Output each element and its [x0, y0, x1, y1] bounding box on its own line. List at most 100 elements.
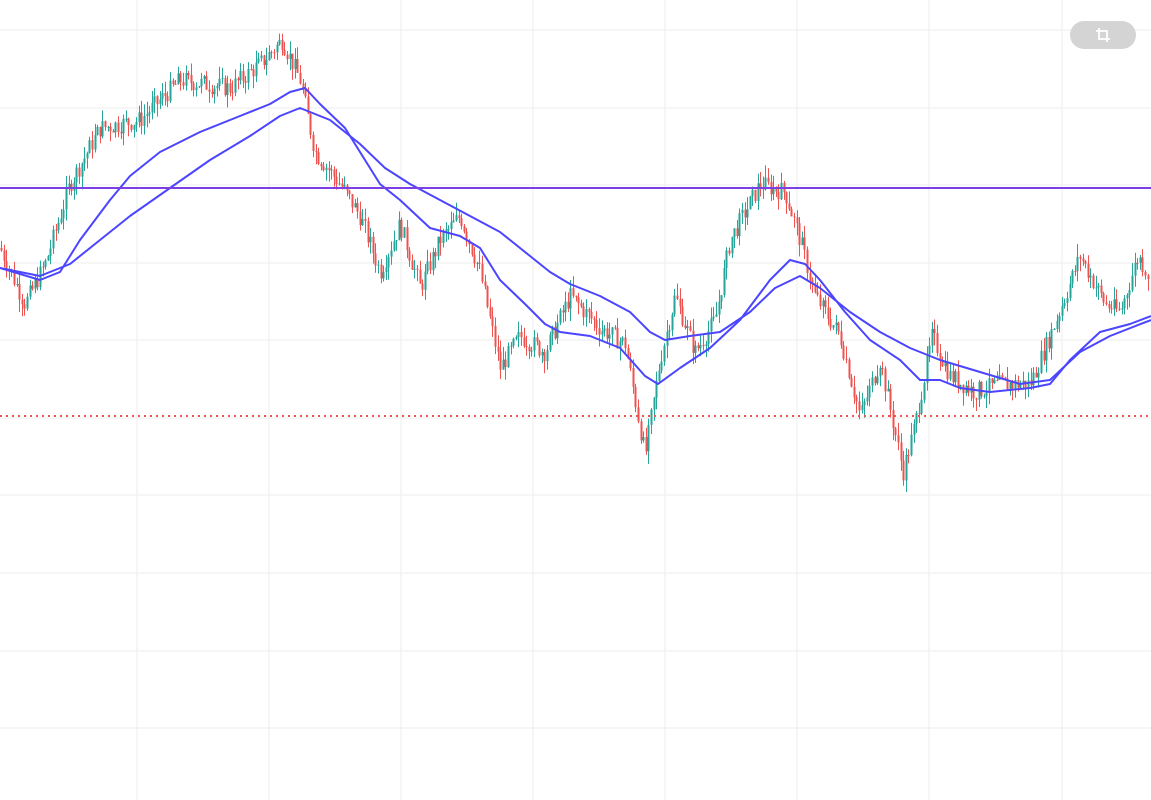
candle-up	[276, 44, 279, 53]
candle-up	[395, 240, 398, 242]
candle-down	[785, 192, 788, 204]
candle-down	[572, 288, 575, 296]
candle-down	[252, 69, 255, 77]
candle-up	[387, 256, 390, 268]
candle-down	[538, 341, 541, 356]
candle-up	[954, 371, 957, 383]
candle-up	[39, 266, 42, 288]
candle-up	[398, 219, 401, 241]
candle-up	[1045, 336, 1048, 361]
candle-down	[36, 279, 39, 288]
candle-down	[286, 54, 289, 60]
candle-up	[1058, 315, 1061, 321]
candle-down	[736, 228, 739, 237]
candle-up	[585, 309, 588, 318]
candle-down	[273, 52, 276, 54]
candle-down	[853, 386, 856, 398]
candle-up	[442, 231, 445, 244]
candle-down	[18, 284, 21, 300]
candle-down	[1011, 382, 1014, 389]
candle-up	[125, 118, 128, 120]
candle-down	[702, 344, 705, 347]
crop-button[interactable]	[1070, 21, 1136, 49]
candle-down	[848, 359, 851, 378]
candle-up	[239, 70, 242, 81]
candle-up	[62, 209, 65, 219]
candle-down	[242, 70, 245, 81]
candle-up	[650, 409, 653, 425]
candle-up	[988, 378, 991, 393]
candle-down	[1074, 270, 1077, 272]
candle-up	[569, 288, 572, 309]
candle-down	[312, 134, 315, 151]
candle-down	[364, 218, 367, 222]
candle-up	[1071, 270, 1074, 284]
candle-up	[993, 379, 996, 383]
candle-up	[268, 52, 271, 61]
candle-up	[663, 345, 666, 362]
candle-down	[562, 310, 565, 313]
candle-up	[1066, 298, 1069, 303]
candle-down	[190, 74, 193, 84]
candle-up	[1056, 320, 1059, 330]
candle-up	[195, 87, 198, 91]
candle-up	[216, 86, 219, 89]
candle-down	[1004, 377, 1007, 379]
candle-up	[148, 112, 151, 115]
candle-up	[733, 228, 736, 237]
candle-down	[767, 177, 770, 182]
candle-up	[29, 285, 32, 297]
candle-up	[832, 325, 835, 328]
candle-down	[380, 264, 383, 279]
candle-up	[738, 213, 741, 237]
candle-down	[172, 80, 175, 85]
candle-up	[452, 220, 455, 223]
candle-down	[580, 303, 583, 307]
candle-down	[356, 203, 359, 212]
candle-up	[876, 376, 879, 384]
candle-down	[520, 331, 523, 338]
candle-down	[593, 318, 596, 321]
candle-down	[5, 260, 8, 270]
candle-down	[939, 353, 942, 361]
candle-up	[533, 337, 536, 351]
candle-down	[850, 377, 853, 387]
candle-up	[16, 284, 19, 286]
candle-down	[341, 183, 344, 187]
candle-up	[94, 135, 97, 150]
candle-down	[777, 191, 780, 200]
candle-down	[697, 345, 700, 349]
candle-up	[257, 58, 260, 63]
candle-down	[315, 150, 318, 153]
candle-up	[114, 122, 117, 133]
moving-averages	[0, 87, 1151, 393]
candle-up	[905, 455, 908, 481]
candle-up	[715, 314, 718, 317]
candle-down	[91, 140, 94, 150]
candle-up	[177, 73, 180, 85]
candle-up	[200, 78, 203, 87]
candle-up	[723, 267, 726, 296]
candle-down	[1110, 308, 1113, 310]
candle-down	[120, 131, 123, 134]
candle-down	[689, 326, 692, 331]
candle-down	[244, 80, 247, 83]
candle-up	[135, 121, 138, 126]
candle-down	[754, 189, 757, 201]
candle-down	[627, 348, 630, 359]
candle-up	[234, 78, 237, 93]
candle-up	[247, 68, 250, 83]
candle-up	[1069, 283, 1072, 299]
candle-up	[169, 80, 172, 102]
candle-down	[640, 421, 643, 441]
candle-up	[780, 182, 783, 200]
candle-up	[1019, 384, 1022, 388]
candle-up	[60, 218, 63, 223]
candle-down	[421, 283, 424, 290]
candle-up	[822, 300, 825, 307]
candle-up	[1032, 372, 1035, 386]
candle-down	[465, 231, 468, 241]
candle-down	[317, 152, 320, 164]
candle-down	[263, 55, 266, 65]
